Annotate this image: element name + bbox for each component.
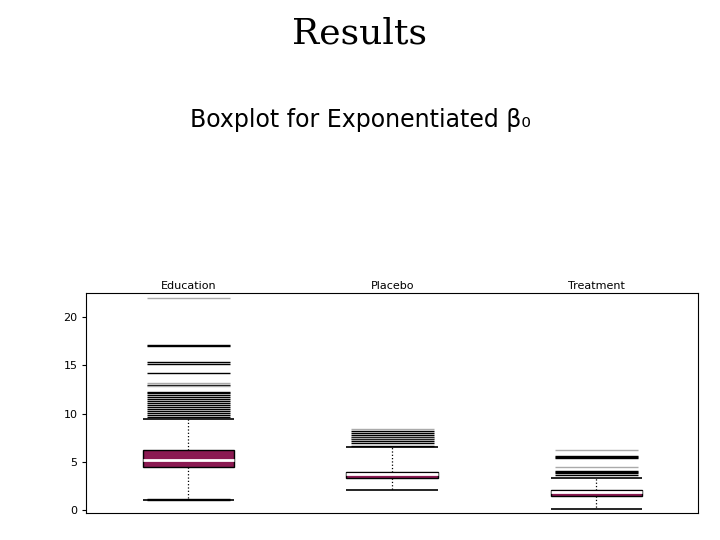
Text: Boxplot for Exponentiated β₀: Boxplot for Exponentiated β₀ [189, 108, 531, 132]
Bar [143, 450, 234, 467]
Text: Placebo: Placebo [371, 281, 414, 291]
Bar [346, 471, 438, 478]
Bar [551, 490, 642, 496]
Text: Education: Education [161, 281, 216, 291]
Text: Results: Results [292, 16, 428, 50]
Text: Treatment: Treatment [568, 281, 625, 291]
